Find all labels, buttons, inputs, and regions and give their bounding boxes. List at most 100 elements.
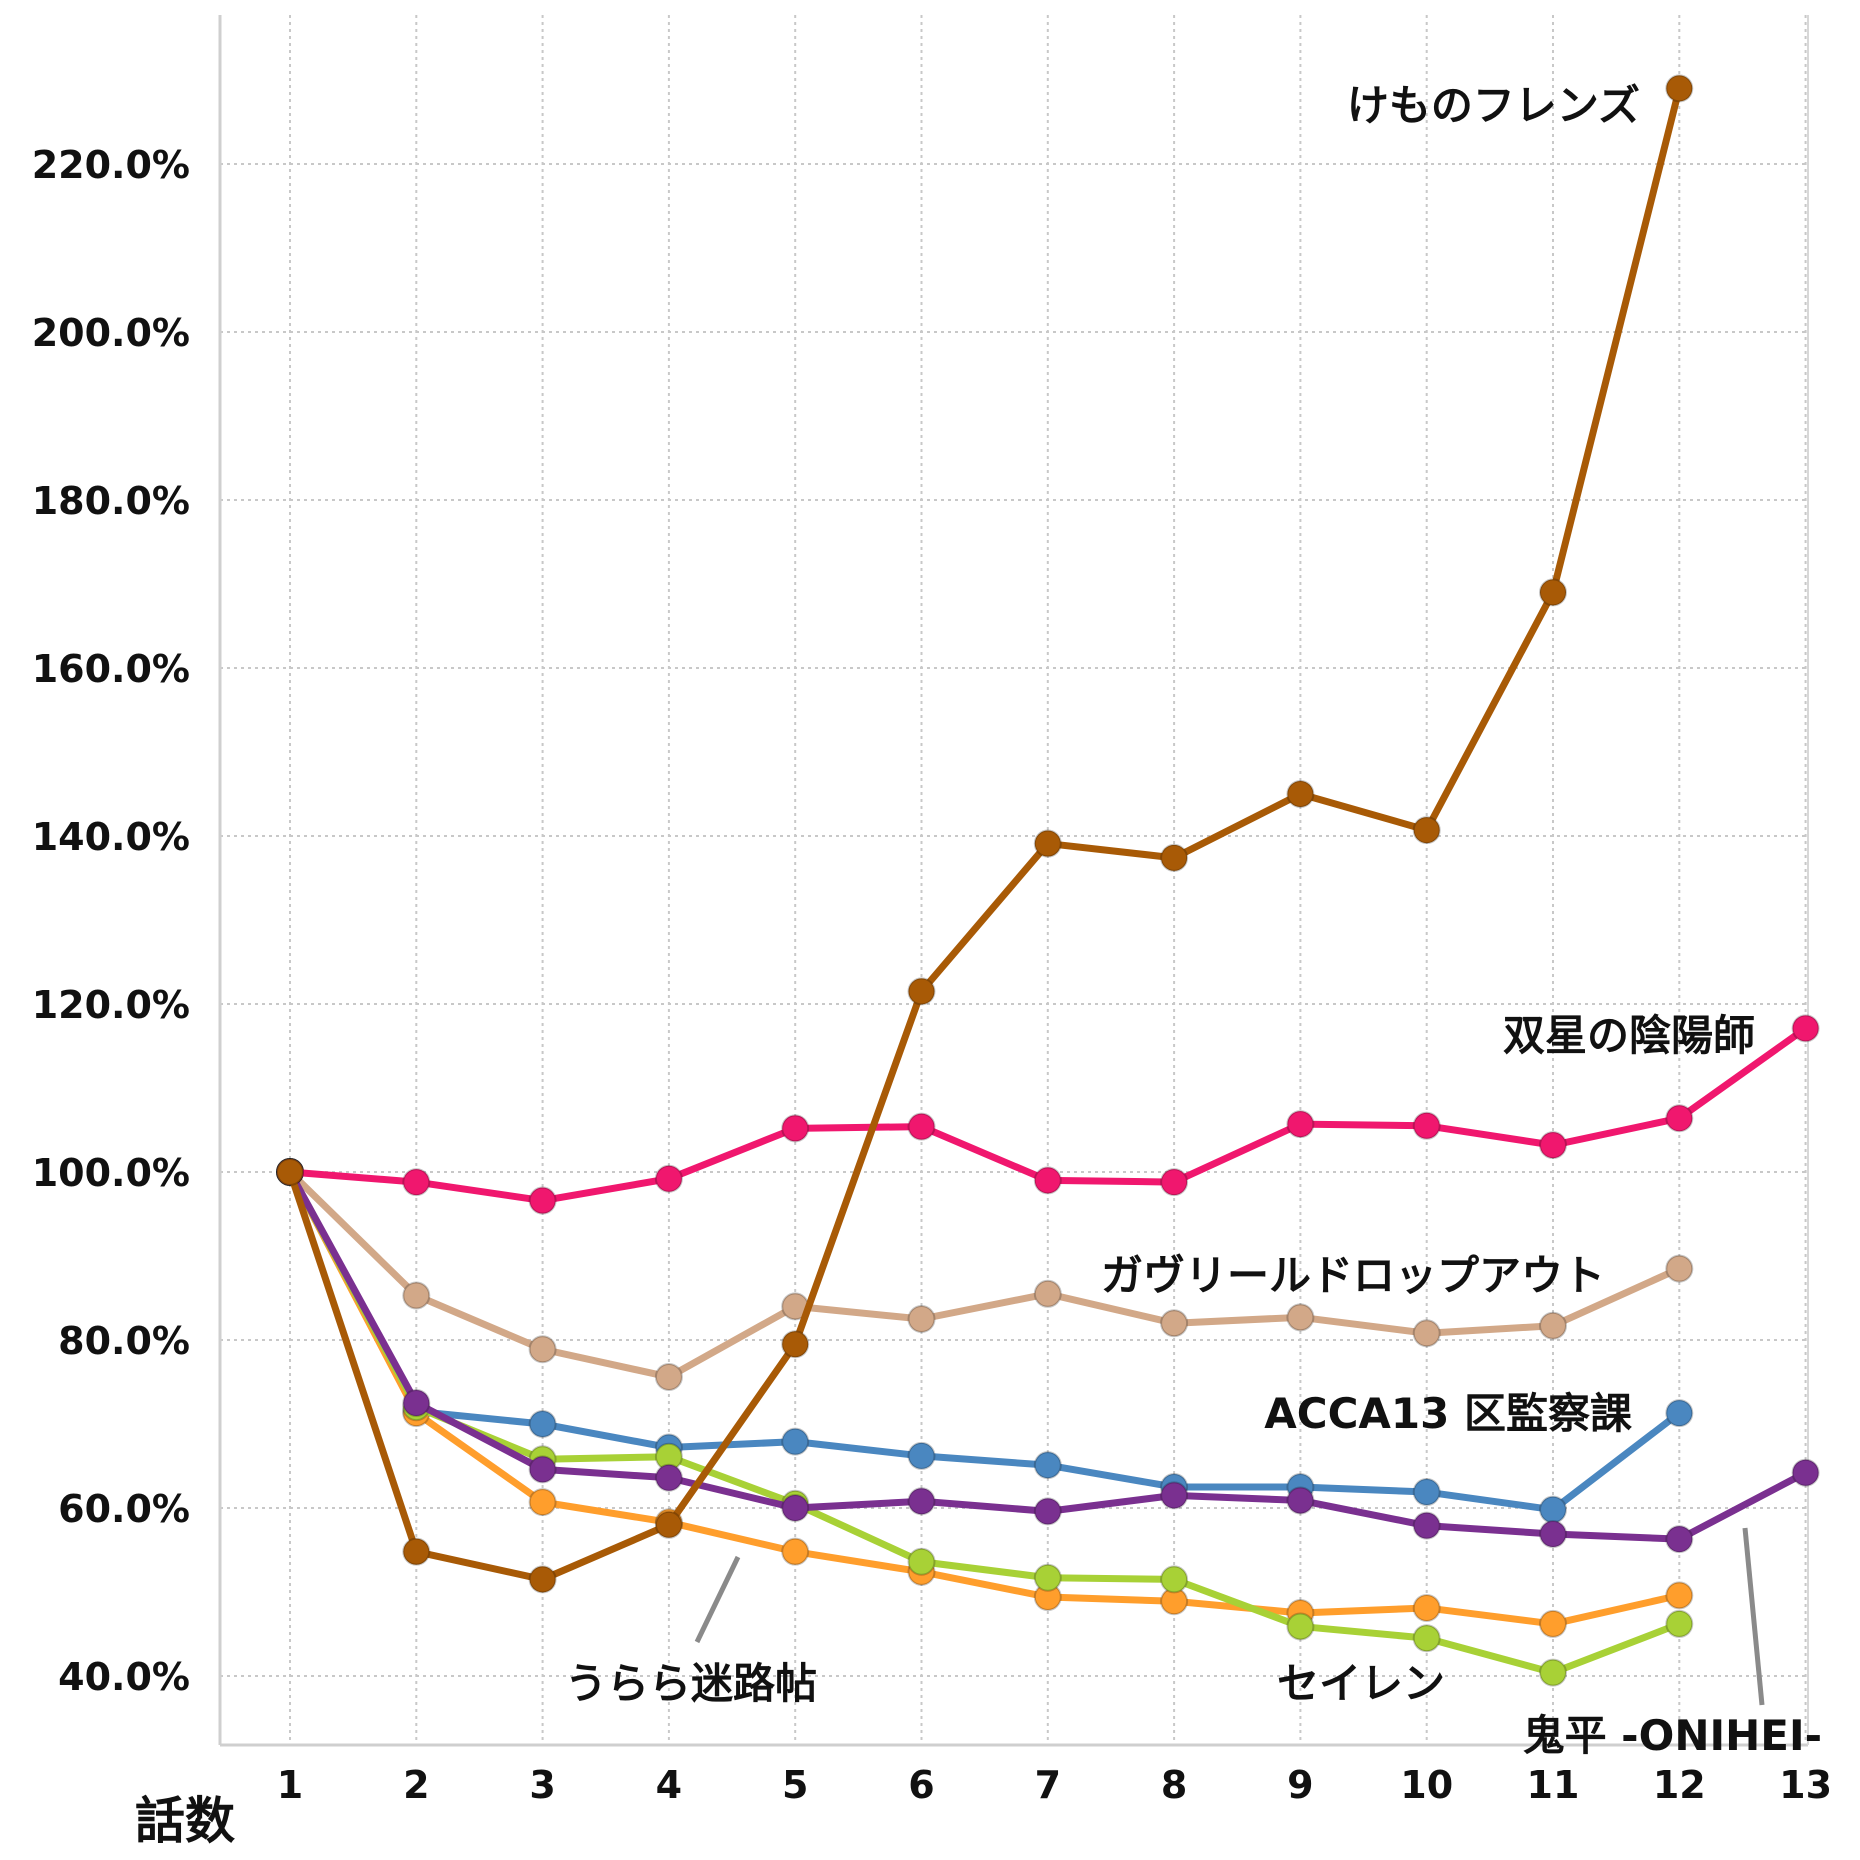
y-tick-label: 160.0% (32, 647, 190, 691)
data-point (1160, 1309, 1189, 1338)
data-point (1665, 1609, 1694, 1638)
data-point (1412, 1111, 1441, 1140)
x-tick-label: 4 (656, 1763, 682, 1807)
data-point (1412, 1319, 1441, 1348)
x-tick-label: 11 (1527, 1763, 1580, 1807)
data-point (654, 1362, 683, 1391)
y-tick-label: 140.0% (32, 815, 190, 859)
data-point (907, 1441, 936, 1470)
data-point (1791, 1458, 1820, 1487)
data-point (1286, 1110, 1315, 1139)
data-point (1033, 1497, 1062, 1526)
data-point (1539, 1495, 1567, 1524)
x-tick-label: 3 (529, 1763, 555, 1807)
y-tick-label: 60.0% (58, 1487, 190, 1531)
x-axis-label: 話数 (135, 1792, 235, 1850)
data-point (654, 1164, 683, 1193)
data-point (1033, 1451, 1062, 1480)
data-point (1539, 1131, 1567, 1160)
series-line (286, 1168, 1683, 1628)
data-point (1286, 1486, 1315, 1515)
data-point (1286, 1612, 1315, 1641)
data-point (781, 1494, 810, 1522)
data-point (1791, 1014, 1820, 1043)
data-point (907, 1487, 936, 1516)
data-point (528, 1186, 557, 1215)
data-point (528, 1455, 557, 1484)
series-label-acca13: ACCA13 区監察課 (1264, 1389, 1632, 1438)
y-tick-label: 100.0% (32, 1151, 190, 1195)
series-label-gabriel-dropout: ガヴリールドロップアウト (1101, 1251, 1605, 1300)
x-tick-label: 7 (1035, 1763, 1061, 1807)
x-tick-label: 5 (782, 1763, 808, 1807)
data-point (402, 1168, 431, 1197)
data-point (1539, 578, 1567, 607)
data-point (1412, 1511, 1441, 1540)
data-point (1665, 1254, 1694, 1283)
data-point (907, 1112, 936, 1141)
series-line (286, 1168, 1683, 1677)
x-tick-label: 6 (908, 1763, 934, 1807)
data-point (1033, 829, 1062, 858)
data-point (276, 1158, 304, 1186)
data-point (1539, 1520, 1567, 1549)
series-2 (276, 1158, 1694, 1524)
data-point (654, 1463, 683, 1492)
data-point (654, 1510, 683, 1539)
series-label-urara-meirocho: うらら迷路帖 (565, 1659, 817, 1708)
data-point (1539, 1658, 1567, 1687)
data-point (1033, 1166, 1062, 1195)
data-point (1539, 1609, 1567, 1638)
data-point (402, 1281, 431, 1310)
y-tick-label: 40.0% (58, 1655, 190, 1699)
data-point (1160, 1565, 1189, 1594)
data-point (528, 1335, 557, 1364)
data-point (528, 1565, 557, 1594)
data-point (528, 1410, 557, 1438)
data-point (1539, 1311, 1567, 1340)
data-point (1412, 1478, 1441, 1507)
x-tick-label: 13 (1779, 1763, 1832, 1807)
series-label-kemono-friends: けものフレンズ (1347, 81, 1640, 130)
x-tick-label: 9 (1287, 1763, 1313, 1807)
data-point (781, 1427, 810, 1456)
x-axis-ticks: 1 2 3 4 5 6 7 8 9 10 11 12 13 (277, 1763, 1832, 1807)
series-group (276, 74, 1820, 1687)
y-tick-label: 220.0% (32, 143, 190, 187)
data-point (781, 1114, 810, 1143)
data-point (1665, 1525, 1694, 1554)
data-point (907, 1547, 936, 1576)
x-tick-label: 12 (1653, 1763, 1706, 1807)
series-label-seiren: セイレン (1277, 1659, 1445, 1708)
y-axis-ticks: 40.0% 60.0% 80.0% 100.0% 120.0% 140.0% 160.0% 1… (32, 143, 190, 1699)
y-tick-label: 120.0% (32, 983, 190, 1027)
data-point (1665, 1104, 1694, 1133)
series-line (286, 1168, 1683, 1381)
data-point (1286, 1303, 1315, 1332)
leader-line-urara (694, 1555, 741, 1644)
data-point (781, 1330, 810, 1359)
axes (218, 15, 1809, 1747)
grid (220, 15, 1808, 1745)
series-label-sousei-no-onmyouji: 双星の陰陽師 (1503, 1011, 1755, 1060)
label-leader-lines (694, 1527, 1765, 1706)
data-point (1286, 780, 1315, 808)
series-6 (276, 1014, 1820, 1215)
data-point (402, 1537, 431, 1566)
data-point (907, 1305, 936, 1333)
data-point (1412, 1593, 1441, 1622)
series-label-onihei: 鬼平 -ONIHEI- (1523, 1711, 1822, 1760)
data-point (1412, 1624, 1441, 1653)
series-line (286, 1168, 1683, 1514)
data-point (1160, 843, 1189, 872)
data-point (781, 1537, 810, 1566)
x-tick-label: 1 (277, 1763, 303, 1807)
x-tick-label: 2 (403, 1763, 429, 1807)
data-point (1665, 74, 1694, 103)
data-point (1033, 1279, 1062, 1308)
data-point (1412, 816, 1441, 845)
data-point (907, 977, 936, 1006)
data-point (1033, 1563, 1062, 1592)
series-line (286, 84, 1683, 1583)
